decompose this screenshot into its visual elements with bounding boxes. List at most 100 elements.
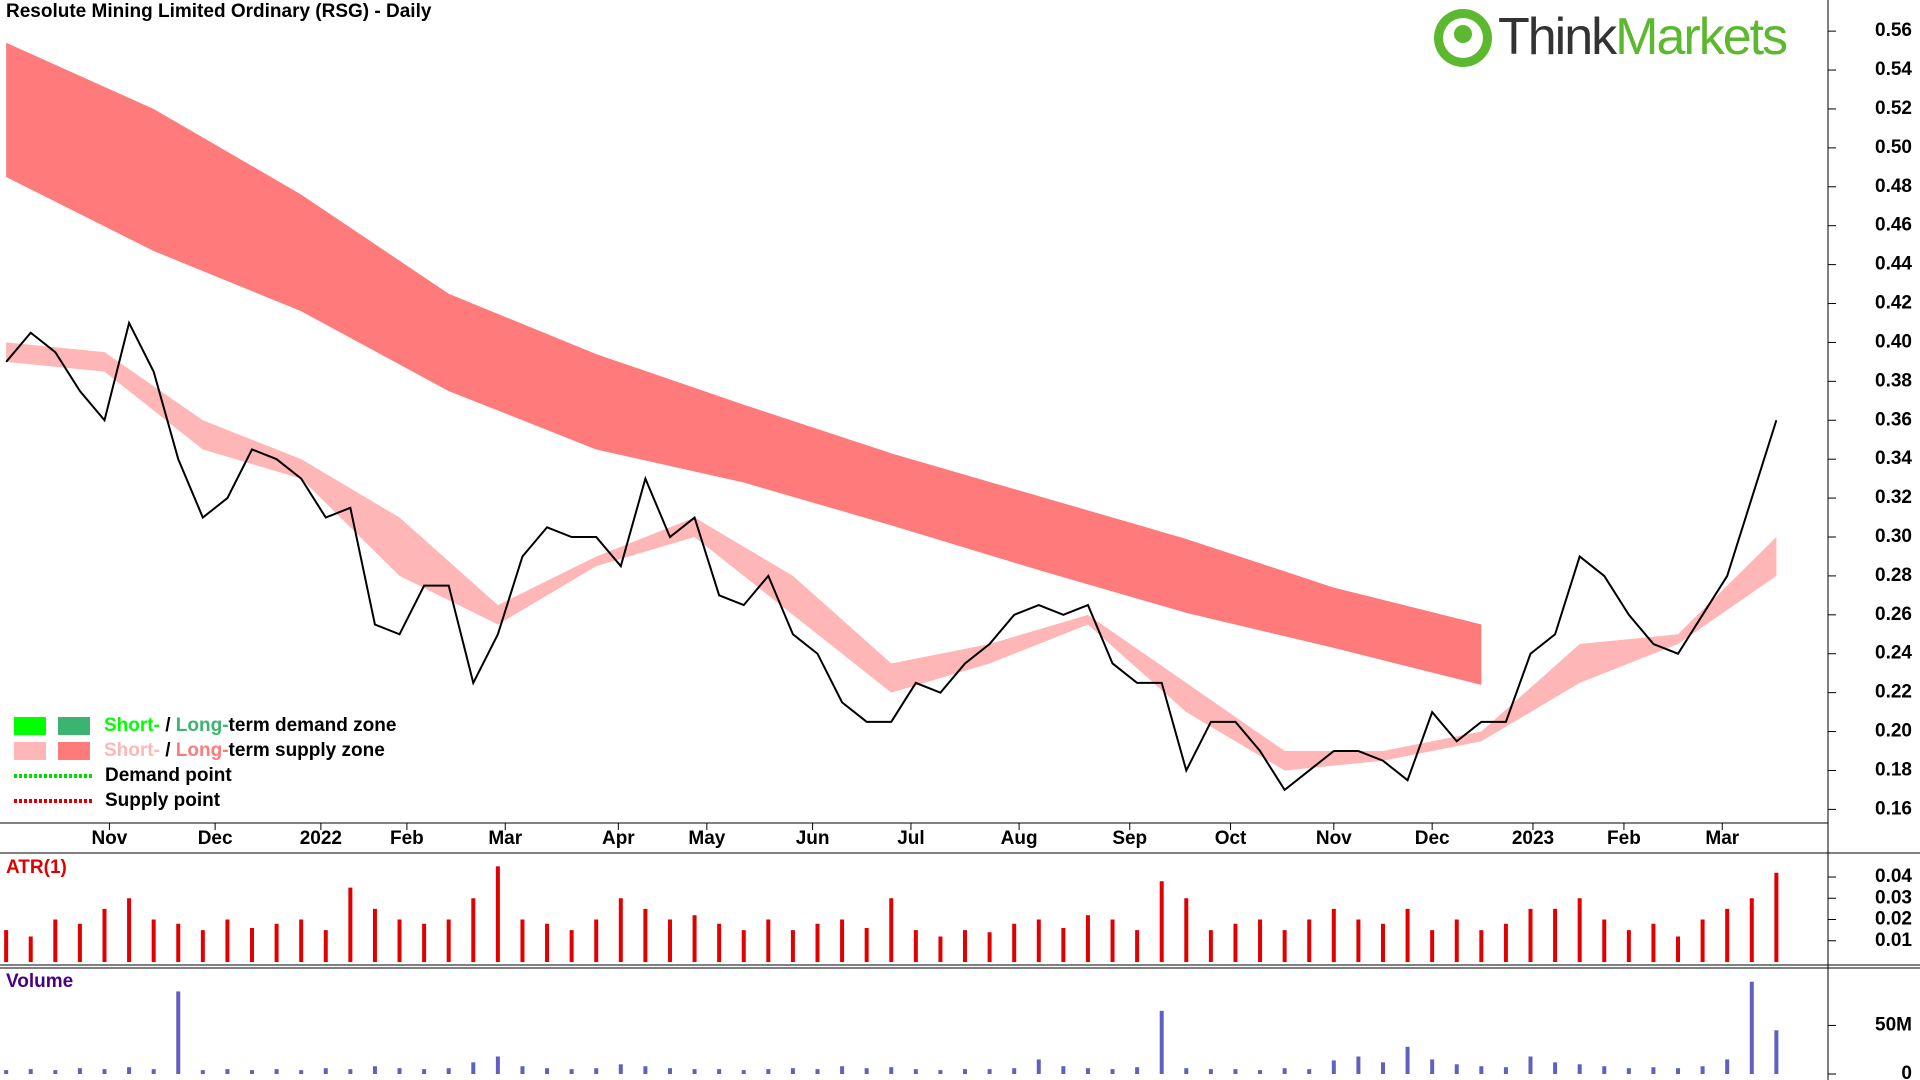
y-tick-label: 0.46 — [1875, 215, 1912, 236]
bar — [1233, 1069, 1238, 1074]
logo-text: Markets — [1615, 8, 1787, 66]
bar — [717, 1069, 722, 1074]
bar — [1430, 930, 1435, 962]
legend-label: Short- — [104, 740, 160, 761]
x-tick-label: 2023 — [1512, 828, 1554, 849]
bar — [1454, 1064, 1459, 1074]
bar — [618, 1064, 623, 1074]
panel-title: ATR(1) — [6, 857, 67, 878]
bar — [741, 930, 746, 962]
bar — [1380, 1062, 1385, 1074]
bar — [77, 1068, 82, 1074]
y-tick-label: 0.38 — [1875, 370, 1912, 391]
bar — [1282, 930, 1287, 962]
x-tick-label: Jun — [796, 828, 830, 849]
legend-swatch — [14, 742, 46, 760]
bar — [102, 1069, 107, 1074]
legend-swatch — [58, 742, 90, 760]
bar — [1602, 1066, 1607, 1074]
bar — [446, 919, 451, 962]
bar — [545, 1068, 550, 1074]
bar — [1503, 923, 1508, 962]
bar — [1700, 919, 1705, 962]
x-tick-label: Nov — [1316, 828, 1352, 849]
bar — [1307, 1069, 1312, 1074]
bar — [1553, 1062, 1558, 1074]
legend-label: Demand point — [105, 765, 232, 786]
bar — [643, 908, 648, 962]
bar — [1184, 898, 1189, 962]
bar — [643, 1066, 648, 1074]
bar — [1233, 923, 1238, 962]
bar — [1356, 1056, 1361, 1074]
bar — [1282, 1068, 1287, 1074]
bar — [127, 1067, 132, 1074]
bar — [938, 936, 943, 962]
y-tick-label: 0.26 — [1875, 604, 1912, 625]
bar — [1085, 915, 1090, 962]
bar — [1577, 1064, 1582, 1074]
bar — [250, 928, 255, 962]
bar — [151, 1069, 156, 1074]
bar — [4, 1070, 9, 1074]
panel-title: Volume — [6, 971, 73, 992]
x-tick-label: Sep — [1112, 828, 1147, 849]
y-tick-label: 0.04 — [1875, 866, 1912, 887]
y-tick-label: 0.03 — [1875, 887, 1912, 908]
y-tick-label: 0.01 — [1875, 930, 1912, 951]
x-tick-label: Dec — [198, 828, 233, 849]
bar — [471, 898, 476, 962]
bar — [1454, 919, 1459, 962]
bar — [1331, 908, 1336, 962]
bar — [28, 936, 33, 962]
bar — [200, 1070, 205, 1074]
bar — [1405, 908, 1410, 962]
legend-label: term demand zone — [229, 715, 397, 736]
bar — [348, 1069, 353, 1074]
bar — [889, 1067, 894, 1074]
bar — [717, 923, 722, 962]
bar — [1135, 930, 1140, 962]
bar — [176, 923, 181, 962]
bar — [987, 1069, 992, 1074]
logo-icon — [1454, 25, 1472, 43]
bar — [1479, 930, 1484, 962]
bar — [471, 1062, 476, 1074]
bar — [348, 887, 353, 962]
zone-area — [6, 342, 1777, 771]
bar — [176, 991, 181, 1074]
bar — [299, 919, 304, 962]
x-tick-label: Dec — [1415, 828, 1450, 849]
bar — [1602, 919, 1607, 962]
bar — [225, 919, 230, 962]
bar — [323, 930, 328, 962]
bar — [1036, 1059, 1041, 1074]
bar — [667, 1068, 672, 1074]
logo-text: Think — [1498, 8, 1618, 66]
y-tick-label: 0.48 — [1875, 176, 1912, 197]
bar — [323, 1068, 328, 1074]
y-tick-label: 0 — [1901, 1063, 1912, 1080]
bar — [692, 1069, 697, 1074]
bar — [1479, 1066, 1484, 1074]
logo: ThinkMarkets — [1434, 8, 1789, 67]
bar — [1061, 1066, 1066, 1074]
bar — [495, 866, 500, 962]
bar — [1258, 919, 1263, 962]
bar — [1159, 881, 1164, 962]
bar — [127, 898, 132, 962]
bar — [28, 1069, 33, 1074]
bar — [200, 930, 205, 962]
legend-label: Long- — [176, 715, 229, 736]
x-tick-label: Nov — [91, 828, 127, 849]
bar — [1577, 898, 1582, 962]
x-tick-label: Feb — [1607, 828, 1641, 849]
bar — [741, 1070, 746, 1074]
x-tick-label: Feb — [390, 828, 424, 849]
y-tick-label: 0.36 — [1875, 409, 1912, 430]
bar — [1725, 908, 1730, 962]
bar — [299, 1070, 304, 1074]
bar — [1626, 930, 1631, 962]
bar — [1380, 923, 1385, 962]
bar — [372, 908, 377, 962]
